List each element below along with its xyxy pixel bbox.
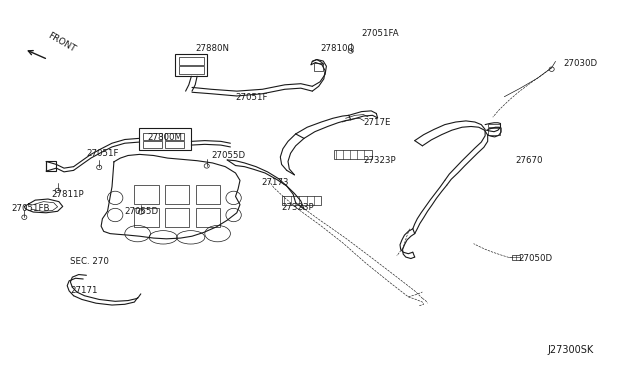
Text: 27050D: 27050D bbox=[518, 254, 552, 263]
Bar bbox=[334, 150, 372, 159]
Text: 27030D: 27030D bbox=[563, 59, 597, 68]
Text: 27055D: 27055D bbox=[125, 207, 159, 216]
Text: 27173: 27173 bbox=[261, 178, 289, 187]
Text: J27300SK: J27300SK bbox=[547, 345, 593, 355]
Bar bbox=[143, 141, 162, 148]
Bar bbox=[143, 133, 162, 140]
Text: 27051FA: 27051FA bbox=[362, 29, 399, 38]
Bar bbox=[179, 66, 204, 74]
Bar bbox=[512, 255, 520, 260]
Text: 27051F: 27051F bbox=[236, 93, 268, 102]
Text: 27810Q: 27810Q bbox=[320, 44, 355, 53]
Bar bbox=[488, 124, 500, 127]
Bar bbox=[46, 161, 56, 171]
Text: 2717E: 2717E bbox=[363, 118, 390, 126]
Text: 27051F: 27051F bbox=[86, 149, 119, 158]
Bar bbox=[165, 185, 189, 204]
Bar bbox=[175, 54, 207, 76]
Text: 27051FB: 27051FB bbox=[12, 204, 50, 213]
Text: 27880N: 27880N bbox=[195, 44, 229, 53]
Bar bbox=[196, 185, 220, 204]
Text: 27811P: 27811P bbox=[51, 190, 84, 199]
Text: 27171: 27171 bbox=[70, 286, 98, 295]
Bar bbox=[165, 208, 189, 227]
Bar bbox=[488, 128, 500, 135]
Bar bbox=[134, 185, 159, 204]
Bar bbox=[196, 208, 220, 227]
Text: 27323P: 27323P bbox=[364, 156, 396, 165]
Bar bbox=[165, 133, 184, 140]
Text: 27323P: 27323P bbox=[282, 203, 314, 212]
Bar bbox=[314, 63, 323, 71]
Bar bbox=[134, 208, 159, 227]
Text: 27055D: 27055D bbox=[211, 151, 245, 160]
Text: SEC. 270: SEC. 270 bbox=[70, 257, 109, 266]
Text: 27800M: 27800M bbox=[147, 133, 182, 142]
Bar bbox=[139, 128, 191, 150]
Text: FRONT: FRONT bbox=[46, 31, 77, 54]
Text: 27670: 27670 bbox=[515, 156, 543, 165]
Bar bbox=[165, 141, 184, 148]
Bar bbox=[179, 57, 204, 65]
Bar bbox=[282, 196, 321, 205]
